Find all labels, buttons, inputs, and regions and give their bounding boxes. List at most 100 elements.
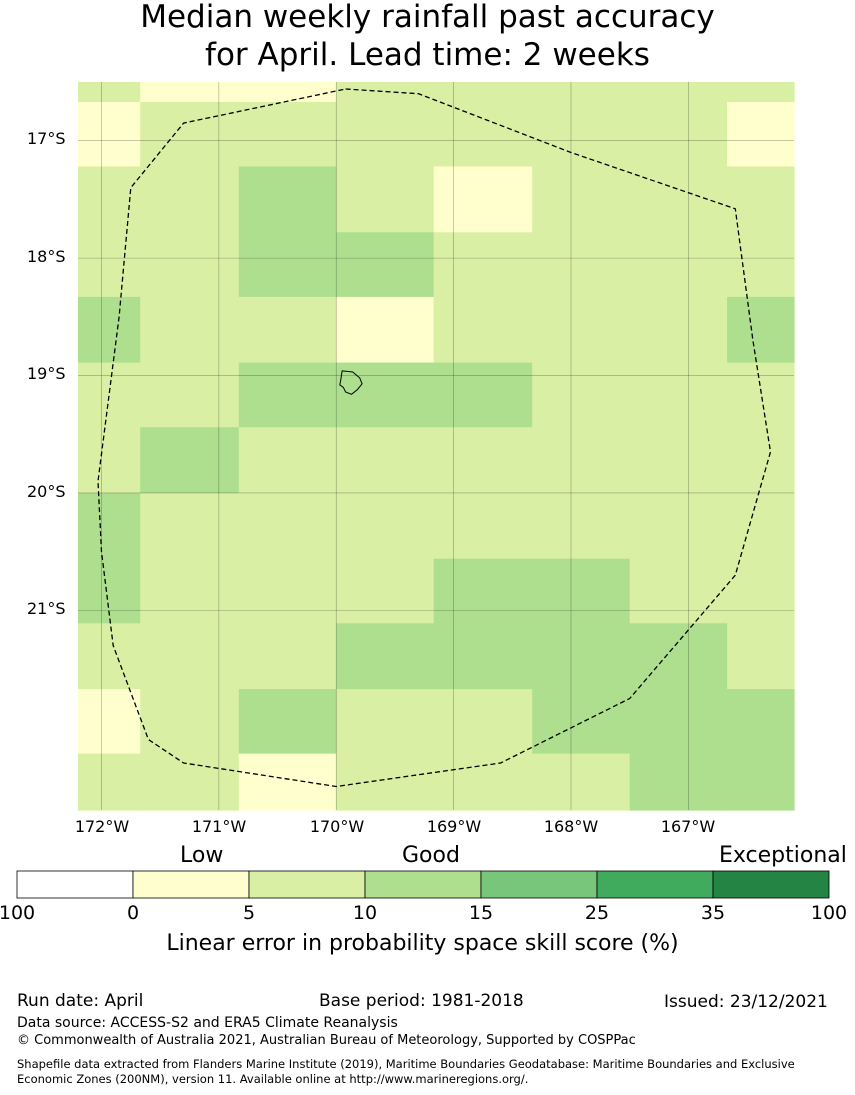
skill-cell: [629, 296, 728, 364]
skill-cell: [238, 558, 337, 624]
skill-cell: [78, 296, 141, 364]
skill-cell: [78, 166, 141, 233]
skill-cell: [629, 82, 728, 103]
colorbar-tick-label: 0: [126, 902, 140, 924]
colorbar-tick-label: 25: [584, 902, 610, 924]
colorbar-segment: [596, 870, 714, 899]
skill-cell: [238, 362, 337, 428]
lat-label: 19°S: [27, 364, 66, 383]
skill-cell: [629, 102, 728, 168]
skill-cell: [532, 623, 631, 690]
lat-label: 21°S: [27, 599, 66, 618]
skill-cell: [629, 558, 728, 624]
category-label-good: Good: [402, 843, 460, 868]
skill-cell: [433, 689, 533, 755]
lon-label: 168°W: [543, 817, 599, 836]
skill-cell: [336, 296, 435, 364]
shapefile-credit-line-2: Economic Zones (200NM), version 11. Avai…: [17, 1072, 529, 1086]
lat-label: 17°S: [27, 129, 66, 148]
copyright-notice: © Commonwealth of Australia 2021, Austra…: [17, 1033, 636, 1048]
skill-cell: [140, 102, 240, 168]
skill-cell: [336, 82, 435, 103]
colorbar-tick-label: 100: [810, 902, 848, 924]
category-label-low: Low: [180, 843, 224, 868]
skill-score-grid: [78, 82, 795, 811]
skill-cell: [238, 102, 337, 168]
skill-cell: [336, 623, 435, 690]
skill-cell: [140, 362, 240, 428]
skill-cell: [78, 493, 141, 560]
skill-cell: [78, 362, 141, 428]
skill-cell: [532, 493, 631, 560]
skill-cell: [727, 689, 795, 755]
skill-cell: [78, 82, 141, 103]
skill-cell: [140, 232, 240, 298]
skill-cell: [433, 166, 533, 233]
colorbar-segment: [248, 870, 366, 899]
skill-cell: [629, 623, 728, 690]
skill-cell: [433, 82, 533, 103]
skill-cell: [727, 362, 795, 428]
skill-cell: [532, 166, 631, 233]
skill-cell: [727, 296, 795, 364]
base-period: Base period: 1981-2018: [319, 991, 524, 1011]
skill-cell: [140, 493, 240, 560]
skill-cell: [238, 166, 337, 233]
skill-cell: [433, 296, 533, 364]
skill-cell: [238, 689, 337, 755]
colorbar-tick-label: 100: [0, 902, 36, 924]
skill-cell: [532, 753, 631, 811]
colorbar-tick-label: 5: [242, 902, 256, 924]
skill-cell: [727, 82, 795, 103]
skill-cell: [727, 427, 795, 494]
skill-cell: [532, 427, 631, 494]
skill-cell: [727, 102, 795, 168]
skill-cell: [336, 427, 435, 494]
skill-cell: [629, 753, 728, 811]
skill-cell: [140, 558, 240, 624]
lat-label: 18°S: [27, 247, 66, 266]
title-line-1: Median weekly rainfall past accuracy: [140, 0, 715, 35]
skill-cell: [727, 558, 795, 624]
skill-cell: [140, 296, 240, 364]
skill-cell: [532, 232, 631, 298]
skill-cell: [336, 102, 435, 168]
skill-cell: [336, 362, 435, 428]
colorbar: [16, 870, 830, 899]
skill-cell: [140, 753, 240, 811]
skill-cell: [336, 493, 435, 560]
skill-cell: [532, 296, 631, 364]
skill-cell: [532, 82, 631, 103]
skill-cell: [433, 362, 533, 428]
colorbar-title: Linear error in probability space skill …: [166, 931, 679, 956]
colorbar-tick-label: 10: [352, 902, 378, 924]
run-date: Run date: April: [17, 991, 144, 1011]
skill-cell: [433, 558, 533, 624]
colorbar-segment: [712, 870, 830, 899]
skill-cell: [238, 296, 337, 364]
skill-cell: [629, 493, 728, 560]
skill-cell: [532, 362, 631, 428]
island-outline: [339, 370, 363, 395]
lon-label: 169°W: [426, 817, 482, 836]
skill-cell: [336, 753, 435, 811]
skill-cell: [140, 623, 240, 690]
data-source: Data source: ACCESS-S2 and ERA5 Climate …: [17, 1015, 398, 1031]
skill-cell: [727, 623, 795, 690]
skill-cell: [140, 166, 240, 233]
skill-cell: [727, 232, 795, 298]
skill-cell: [629, 362, 728, 428]
skill-cell: [629, 232, 728, 298]
colorbar-segment: [132, 870, 250, 899]
category-label-exceptional: Exceptional: [719, 843, 847, 868]
skill-cell: [78, 102, 141, 168]
skill-cell: [78, 232, 141, 298]
skill-cell: [532, 102, 631, 168]
colorbar-tick-label: 35: [700, 902, 726, 924]
skill-cell: [727, 753, 795, 811]
skill-cell: [140, 82, 240, 103]
lat-label: 20°S: [27, 482, 66, 501]
graticule: [78, 82, 794, 810]
colorbar-segment: [480, 870, 598, 899]
